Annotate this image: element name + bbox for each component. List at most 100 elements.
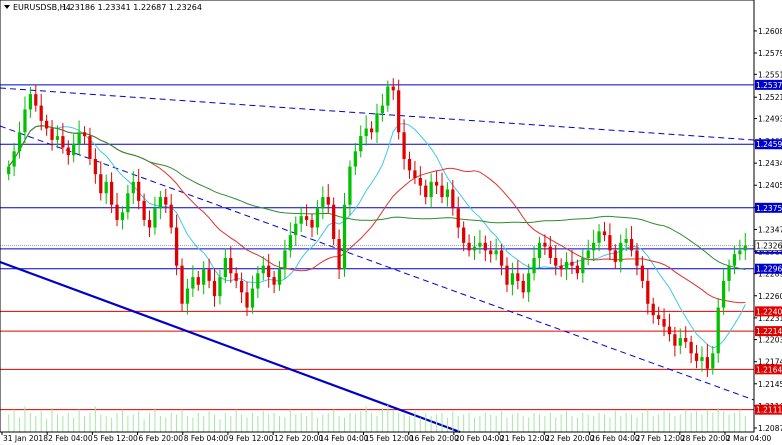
dashed-channel-line[interactable]	[0, 125, 755, 401]
candle-body	[743, 245, 747, 251]
candle-body	[640, 265, 645, 281]
y-tick-label: 1.26080	[758, 27, 782, 36]
candle-body	[88, 136, 92, 159]
level-tag-6	[755, 326, 782, 337]
candle-body	[489, 250, 493, 255]
candle-body	[418, 178, 422, 186]
candle-body	[521, 280, 525, 293]
y-tick-label: 1.22605	[758, 292, 782, 301]
y-tick-label: 1.22315	[758, 314, 782, 323]
candle-body	[651, 303, 655, 316]
candle-body	[109, 181, 114, 205]
ma-fast-line	[8, 122, 746, 349]
y-tick-label: 1.21450	[758, 380, 782, 389]
current-price-label: 1.23264	[756, 242, 782, 251]
candle-body	[174, 227, 179, 266]
candle-body	[689, 341, 693, 354]
x-tick-label: 28 Feb 20:00	[681, 434, 730, 443]
level-label-0: 1.25372	[756, 81, 782, 90]
candle-body	[684, 338, 688, 342]
candle-body	[93, 158, 97, 175]
candle-body	[505, 265, 509, 285]
candle-body	[7, 166, 11, 175]
level-tag-7	[755, 364, 782, 375]
candle-body	[294, 223, 298, 236]
level-tag-4	[755, 263, 782, 274]
y-tick-label: 1.24345	[758, 159, 782, 168]
candle-body	[667, 326, 672, 335]
candle-body	[429, 181, 433, 198]
candle-body	[543, 242, 547, 247]
candle-body	[380, 105, 385, 114]
horizontal-levels[interactable]	[0, 84, 754, 411]
level-label-1: 1.24593	[756, 140, 782, 149]
y-tick-label: 1.24930	[758, 115, 782, 124]
candle-body	[597, 231, 601, 243]
candle-body	[283, 250, 287, 270]
candle-body	[66, 147, 70, 156]
candle-body	[462, 227, 466, 243]
solid-trend-line[interactable]	[0, 260, 461, 434]
level-tag-5	[755, 306, 782, 317]
x-tick-label: 21 Feb 12:00	[500, 434, 549, 443]
candle-body	[402, 132, 406, 159]
candle-body	[375, 113, 379, 133]
candle-body	[424, 185, 428, 198]
trend-lines[interactable]	[0, 87, 755, 434]
dashed-resistance-line[interactable]	[0, 87, 755, 141]
ohlc-readout: 1.23186 1.23341 1.22687 1.23264	[62, 3, 202, 12]
candle-body	[272, 277, 276, 285]
candle-body	[570, 261, 574, 266]
chart-header: EURUSDSB,H4 1.23186 1.23341 1.22687 1.23…	[4, 3, 202, 12]
candle-body	[445, 189, 450, 198]
candle-body	[359, 136, 363, 152]
candle-body	[207, 269, 211, 281]
candle-body	[28, 94, 32, 110]
y-tick-label: 1.20870	[758, 424, 782, 433]
candle-body	[261, 265, 265, 274]
candle-body	[250, 288, 255, 308]
candle-body	[478, 242, 482, 247]
ma-slow-line	[8, 125, 746, 270]
candle-body	[131, 181, 135, 194]
candle-body	[180, 265, 184, 304]
candle-body	[581, 258, 585, 274]
volume-bars	[8, 404, 746, 432]
candle-body	[104, 181, 108, 194]
candle-body	[44, 120, 49, 129]
candle-body	[467, 242, 471, 251]
candle-body	[23, 109, 27, 133]
candle-body	[72, 143, 76, 156]
level-label-2: 1.23759	[756, 204, 782, 213]
chevron-down-icon[interactable]	[4, 5, 10, 9]
candle-body	[532, 258, 536, 274]
x-tick-label: 22 Feb 20:00	[545, 434, 594, 443]
candle-body	[288, 235, 292, 251]
candle-body	[153, 208, 157, 228]
candle-body	[472, 246, 477, 251]
level-label-5: 1.22400	[756, 307, 782, 316]
candle-body	[624, 238, 628, 243]
candle-body	[115, 204, 119, 220]
candle-body	[348, 166, 352, 205]
y-tick-label: 1.22895	[758, 270, 782, 279]
candle-body	[608, 235, 612, 251]
candle-body	[321, 197, 325, 209]
candle-body	[142, 200, 146, 220]
candle-body	[337, 238, 341, 270]
current-price-tag	[754, 240, 782, 251]
candle-body	[678, 338, 682, 346]
x-tick-label: 6 Feb 20:00	[139, 434, 184, 443]
candle-body	[635, 250, 639, 266]
candle-body	[223, 258, 227, 278]
candle-body	[61, 136, 65, 148]
candle-body	[277, 269, 282, 285]
candle-body	[229, 258, 233, 274]
candle-body	[353, 151, 357, 167]
y-tick-label: 1.25790	[758, 49, 782, 58]
x-tick-label: 26 Feb 04:00	[590, 434, 639, 443]
candles	[7, 78, 747, 377]
y-tick-label: 1.25510	[758, 70, 782, 79]
candle-body	[407, 158, 412, 171]
